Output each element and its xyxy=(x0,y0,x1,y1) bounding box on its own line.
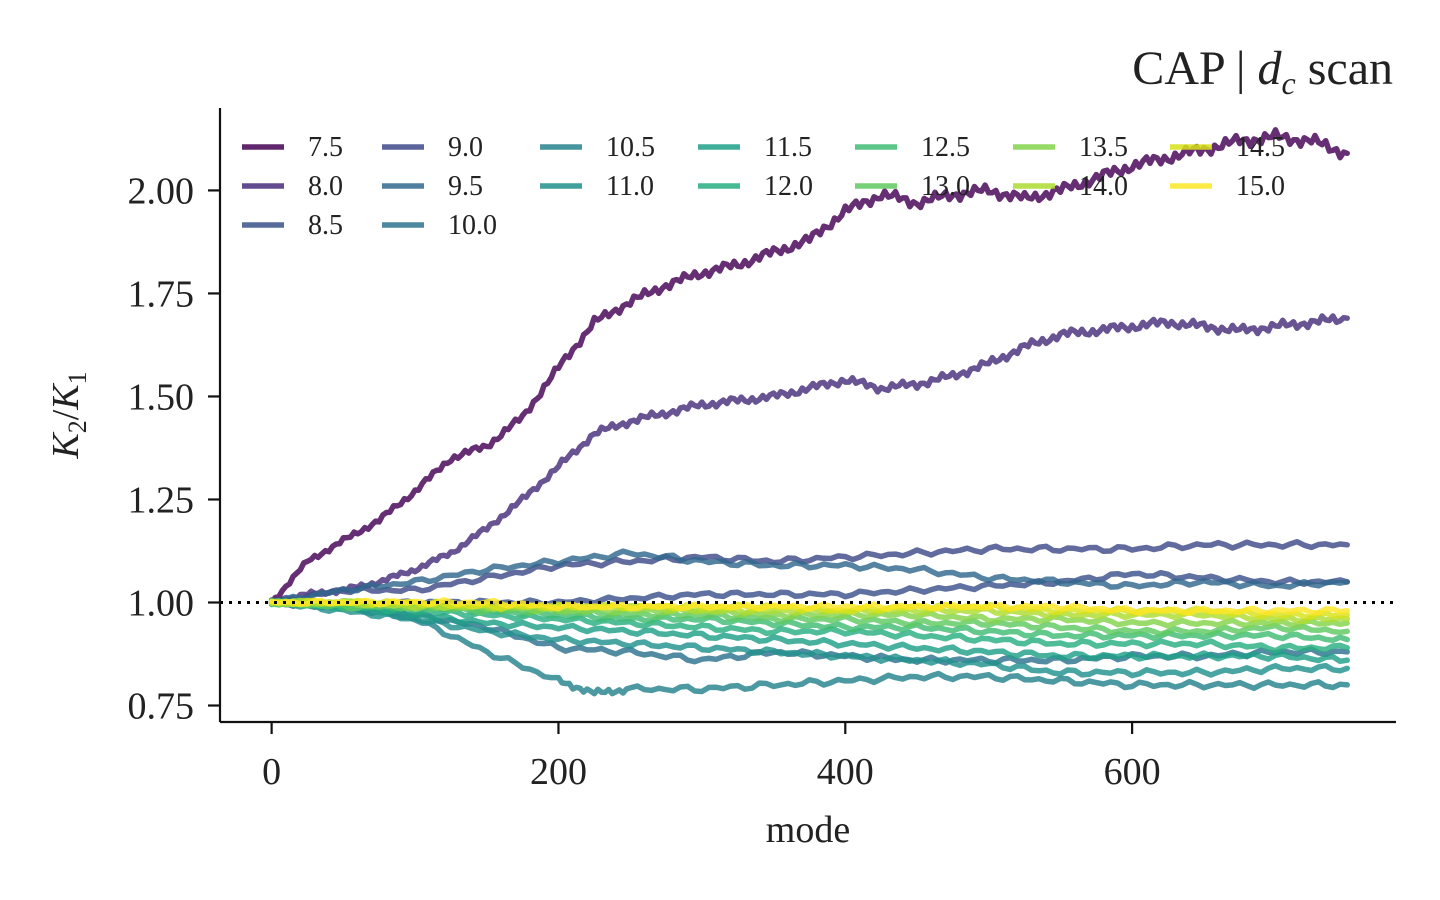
series-line-9-0 xyxy=(268,538,1350,607)
legend-label: 9.5 xyxy=(448,171,483,202)
legend-label: 11.0 xyxy=(606,171,654,202)
x-tick-label: 400 xyxy=(817,751,874,793)
y-label-main-2: K xyxy=(45,383,87,411)
legend: 7.5 8.0 8.5 9.0 9.5 10.0 10.5 11.0 11.5 12.0 12.5 1… xyxy=(242,132,1285,241)
series-line-10-5 xyxy=(268,599,1350,697)
legend-label: 9.0 xyxy=(448,132,483,163)
series-line-15-0 xyxy=(268,597,1350,617)
legend-label: 10.5 xyxy=(606,132,655,163)
legend-label: 13.5 xyxy=(1079,132,1128,163)
y-label-sep: / xyxy=(45,409,87,420)
series-line-13-0 xyxy=(268,598,1350,637)
series-layer xyxy=(268,127,1350,697)
y-tick-label: 1.00 xyxy=(128,582,195,624)
y-tick-label: 1.50 xyxy=(128,376,195,418)
title-name: CAP xyxy=(1132,42,1224,95)
y-axis-label: K2/K1 xyxy=(45,371,92,459)
y-label-main: K xyxy=(45,432,87,460)
axes xyxy=(218,108,1396,724)
series-line-7-5 xyxy=(268,127,1350,606)
legend-label: 11.5 xyxy=(764,132,812,163)
chart-title: CAP | dc scan xyxy=(1132,42,1393,101)
title-separator: | xyxy=(1224,42,1258,95)
y-tick-label: 1.75 xyxy=(128,273,195,315)
legend-label: 8.5 xyxy=(308,210,343,241)
y-label-sub2: 1 xyxy=(63,371,92,384)
y-tick-label: 0.75 xyxy=(128,686,195,728)
x-tick-label: 0 xyxy=(262,751,281,793)
title-space xyxy=(1296,42,1308,95)
title-math: d xyxy=(1258,42,1283,95)
legend-label: 14.5 xyxy=(1236,132,1285,163)
y-tick-label: 1.25 xyxy=(128,479,195,521)
legend-label: 8.0 xyxy=(308,171,343,202)
legend-label: 10.0 xyxy=(448,210,497,241)
x-tick-label: 600 xyxy=(1104,751,1161,793)
legend-label: 7.5 xyxy=(308,132,343,163)
legend-label: 14.0 xyxy=(1079,171,1128,202)
legend-label: 15.0 xyxy=(1236,171,1285,202)
legend-label: 12.5 xyxy=(921,132,970,163)
series-line-9-5 xyxy=(268,548,1350,606)
legend-label: 13.0 xyxy=(921,171,970,202)
legend-label: 12.0 xyxy=(764,171,813,202)
series-line-11-5 xyxy=(268,597,1350,665)
title-suffix: scan xyxy=(1308,42,1393,95)
x-tick-label: 200 xyxy=(530,751,587,793)
x-axis-label: mode xyxy=(766,809,850,851)
title-math-sub: c xyxy=(1282,65,1296,101)
series-line-11-0 xyxy=(268,600,1350,679)
y-label-sub1: 2 xyxy=(63,420,92,433)
ticks: 0 200 400 600 0.75 1.00 1.25 1.50 1.75 2.00 xyxy=(128,170,1161,793)
y-tick-label: 2.00 xyxy=(128,170,195,212)
series-line-8-0 xyxy=(268,313,1350,606)
